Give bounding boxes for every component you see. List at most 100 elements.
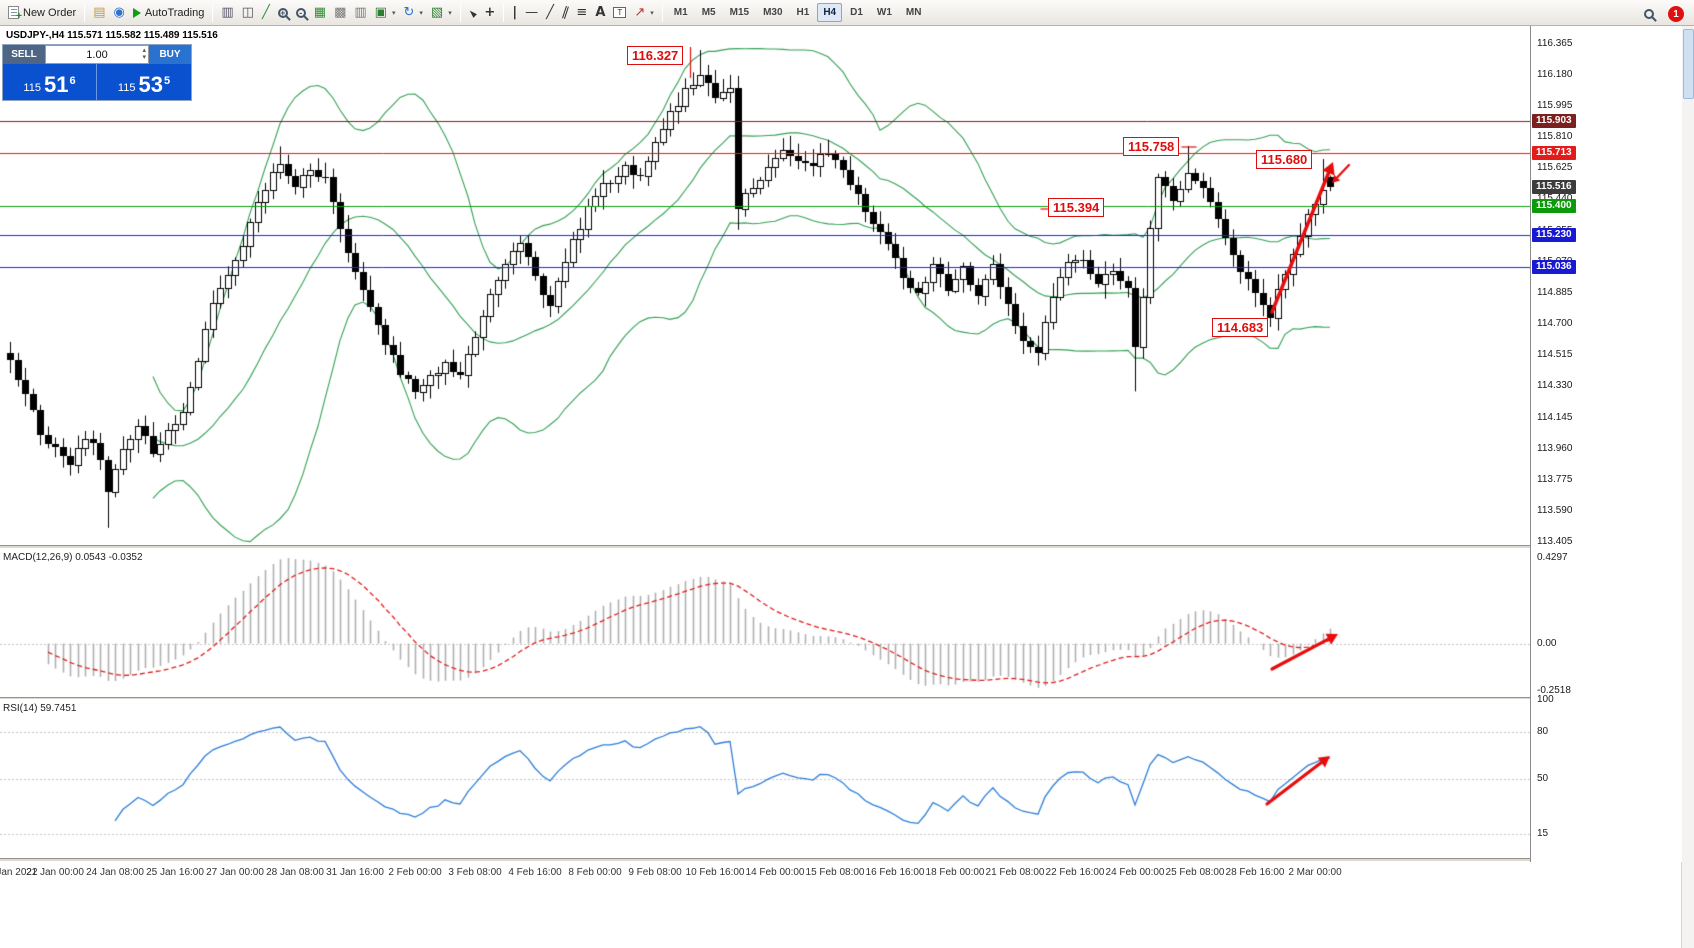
horizontal-line-icon[interactable]: — [521,3,542,23]
text-label-icon[interactable] [609,3,630,23]
price-chart-canvas[interactable] [0,26,1530,545]
chart-symbol-ohlc: USDJPY-,H4 115.571 115.582 115.489 115.5… [6,30,218,41]
trendline-icon-glyph: ╱ [546,4,554,20]
timeframe-h4[interactable]: H4 [817,3,843,22]
dropdown-caret-icon: ▾ [448,8,452,17]
timeframe-d1[interactable]: D1 [850,7,863,18]
indicators-icon[interactable]: ▧ ▾ [427,3,456,23]
chart-window-icon[interactable]: ▤ [89,3,109,23]
search-button[interactable] [1640,4,1658,24]
sell-price-big: 51 [43,72,69,97]
channel-icon[interactable]: ∥ [558,3,573,23]
fibonacci-icon[interactable]: ≡ [572,3,591,23]
indicators-icon-glyph: ▧ [430,4,444,20]
price-scale-label: 115.440 [1537,193,1572,204]
zoom-out-icon[interactable] [292,3,310,23]
toolbar-separator [212,3,214,22]
rsi-scale-label: 100 [1537,694,1554,705]
price-annotation-116.327: 116.327 [627,46,684,65]
bar-chart-icon[interactable]: ▥ [217,3,237,23]
toolbar-left: New Order▤◉AutoTrading▥◫╱▦▩▥▣▾↻▾▧▾►+|—╱∥… [4,3,667,23]
arrows-tool-icon[interactable]: ↗ ▾ [630,3,657,23]
time-axis-label: 21 Feb 08:00 [985,867,1045,878]
refresh-icon[interactable]: ↻ ▾ [399,3,426,23]
text-icon[interactable]: A [591,3,609,23]
arrows-tool-icon-glyph: ↗ [634,4,646,20]
cascade-windows-icon[interactable]: ▩ [330,3,350,23]
rsi-indicator-canvas[interactable] [0,700,1530,858]
notification-badge[interactable]: 1 [1668,6,1684,22]
price-scale-label: 114.700 [1537,318,1573,330]
timeframe-m15[interactable]: M15 [729,7,750,18]
volume-input[interactable]: 1.00 ▴ ▾ [45,45,149,64]
line-chart-icon[interactable]: ╱ [258,3,274,23]
autotrading-button[interactable]: AutoTrading [129,3,209,23]
price-tag-115.230: 115.230 [1532,227,1576,242]
cascade-windows-icon-glyph: ▩ [334,4,347,20]
new-chart-icon[interactable]: ▣ ▾ [371,3,400,23]
text-label-icon-glyph [613,7,627,18]
panel-separator[interactable] [0,697,1530,700]
trendline-icon[interactable]: ╱ [542,3,558,23]
timeframe-w1[interactable]: W1 [876,7,892,18]
sell-price-prefix: 115 [23,82,41,94]
price-annotation-115.680: 115.680 [1256,150,1313,169]
zoom-in-icon[interactable] [274,3,292,23]
channel-icon-glyph: ∥ [559,3,571,21]
candlestick-chart-icon-glyph: ◫ [241,4,254,20]
timeframe-m30[interactable]: M30 [763,7,783,18]
panel-separator[interactable] [0,545,1530,549]
spinner-up-icon[interactable]: ▴ [142,46,146,54]
spinner-down-icon[interactable]: ▾ [142,53,146,61]
rsi-scale-label: 50 [1537,773,1549,784]
scrollbar-thumb[interactable] [1683,29,1694,99]
timeframe-m5[interactable]: M5 [701,7,716,18]
arrange-windows-icon[interactable]: ▥ [350,3,370,23]
line-chart-icon-glyph: ╱ [261,4,270,20]
candlestick-chart-icon[interactable]: ◫ [238,3,258,23]
macd-scale-min: -0.2518 [1537,685,1571,696]
toolbar: New Order▤◉AutoTrading▥◫╱▦▩▥▣▾↻▾▧▾►+|—╱∥… [0,0,1694,26]
new-order-icon [8,6,22,22]
price-scale[interactable]: 116.365 116.180 115.995 115.810 115.625 115.4… [1530,26,1682,862]
cursor-icon[interactable]: ► [465,3,481,23]
timeframe-mn[interactable]: MN [905,7,922,18]
zoom-out-icon-glyph [295,7,306,18]
time-axis-label: 15 Feb 08:00 [805,867,865,878]
sell-button[interactable]: SELL [3,45,45,64]
volume-spinner[interactable]: ▴ ▾ [142,47,146,61]
macd-indicator-canvas[interactable] [0,549,1530,697]
buy-price-button[interactable]: 115 53 5 [97,64,191,100]
crosshair-icon[interactable]: + [480,3,499,23]
macd-scale-max: 0.4297 [1537,552,1568,563]
sell-price-button[interactable]: 115 51 6 [3,64,97,100]
price-scale-label: 114.145 [1537,411,1573,423]
sell-price-pip: 6 [69,75,76,87]
price-scale-label: 114.330 [1537,380,1573,392]
tile-windows-icon-glyph: ▦ [313,4,327,20]
autotrading-icon [132,7,141,18]
timeframe-h1[interactable]: H1 [796,7,810,18]
price-scale-label: 113.775 [1537,473,1573,485]
search-icon [1644,9,1654,19]
price-scale-label: 113.960 [1537,442,1573,454]
new-order-button-label: New Order [23,6,77,19]
time-axis-label: 22 Feb 16:00 [1045,867,1105,878]
tile-windows-icon[interactable]: ▦ [310,3,330,23]
one-click-trading-panel: SELL 1.00 ▴ ▾ BUY 115 51 6 115 53 5 [2,44,192,101]
timeframe-m1[interactable]: M1 [673,7,688,18]
time-axis-label: 28 Feb 16:00 [1225,867,1285,878]
panel-separator[interactable] [0,858,1530,862]
scrollbar-track[interactable] [1681,26,1694,948]
macd-scale-zero: 0.00 [1537,637,1557,649]
new-order-button[interactable]: New Order [4,3,80,23]
vertical-line-icon[interactable]: | [508,3,521,23]
price-scale-label: 115.810 [1537,131,1573,143]
buy-button[interactable]: BUY [149,45,191,64]
time-axis-label: 24 Feb 00:00 [1105,867,1165,878]
autotrading-button-label: AutoTrading [144,6,205,19]
community-icon[interactable]: ◉ [109,3,128,23]
time-axis-label: 14 Feb 00:00 [745,867,805,878]
rsi-indicator-label: RSI(14) 59.7451 [3,703,77,714]
